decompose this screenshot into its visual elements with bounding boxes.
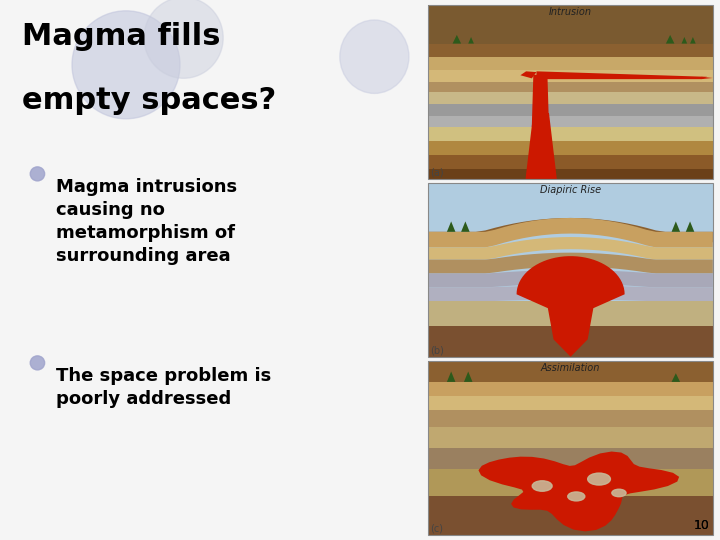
Polygon shape [701,77,713,79]
Polygon shape [428,218,713,247]
Bar [428,361,713,535]
Polygon shape [428,141,713,154]
Ellipse shape [30,356,45,370]
Polygon shape [428,127,713,141]
Polygon shape [690,37,696,44]
Ellipse shape [30,167,45,181]
Polygon shape [428,469,713,496]
Text: (a): (a) [431,168,444,178]
Polygon shape [453,35,461,44]
Polygon shape [428,183,713,357]
Polygon shape [672,221,680,232]
Text: Assimilation: Assimilation [541,363,600,373]
Polygon shape [428,361,713,382]
Polygon shape [682,37,687,44]
Polygon shape [428,427,713,448]
Text: (c): (c) [431,523,444,534]
Polygon shape [428,253,713,273]
Ellipse shape [72,11,180,119]
Polygon shape [666,35,675,44]
Text: Magma fills: Magma fills [22,22,220,51]
Polygon shape [428,154,713,168]
Polygon shape [526,113,557,179]
Polygon shape [428,44,713,57]
Polygon shape [468,37,474,44]
Polygon shape [428,396,713,410]
Polygon shape [428,448,713,469]
Text: The space problem is
poorly addressed: The space problem is poorly addressed [56,367,271,408]
Polygon shape [672,373,680,382]
Polygon shape [428,237,713,260]
Polygon shape [428,326,713,357]
Ellipse shape [340,20,409,93]
Polygon shape [447,221,456,232]
Polygon shape [428,168,713,179]
Bar [428,5,713,179]
Polygon shape [536,71,707,79]
Ellipse shape [588,473,611,485]
Polygon shape [428,5,713,179]
Text: Diapiric Rise: Diapiric Rise [540,185,601,195]
Text: empty spaces?: empty spaces? [22,86,276,116]
Text: 10: 10 [693,519,709,532]
Polygon shape [428,57,713,70]
Polygon shape [428,218,713,242]
Polygon shape [428,361,713,535]
Polygon shape [685,221,694,232]
Polygon shape [521,71,536,78]
Ellipse shape [144,0,223,78]
Polygon shape [428,496,713,535]
Polygon shape [516,256,625,357]
Polygon shape [428,82,713,92]
Text: (b): (b) [431,346,444,356]
Polygon shape [428,117,713,127]
Bar [428,183,713,357]
Ellipse shape [532,481,552,491]
Text: 10: 10 [693,519,709,532]
Polygon shape [428,410,713,427]
Polygon shape [479,451,679,531]
Polygon shape [428,286,713,301]
Ellipse shape [568,492,585,501]
Polygon shape [428,104,713,117]
Polygon shape [461,221,469,232]
Text: Magma intrusions
causing no
metamorphism of
surrounding area: Magma intrusions causing no metamorphism… [56,178,238,265]
Polygon shape [428,92,713,104]
Polygon shape [428,5,713,46]
Polygon shape [428,301,713,326]
Ellipse shape [612,489,626,497]
Polygon shape [464,372,472,382]
Polygon shape [428,70,713,82]
Polygon shape [532,75,549,127]
Polygon shape [428,382,713,396]
Polygon shape [447,372,456,382]
Text: Intrusion: Intrusion [549,7,592,17]
Polygon shape [428,270,713,287]
